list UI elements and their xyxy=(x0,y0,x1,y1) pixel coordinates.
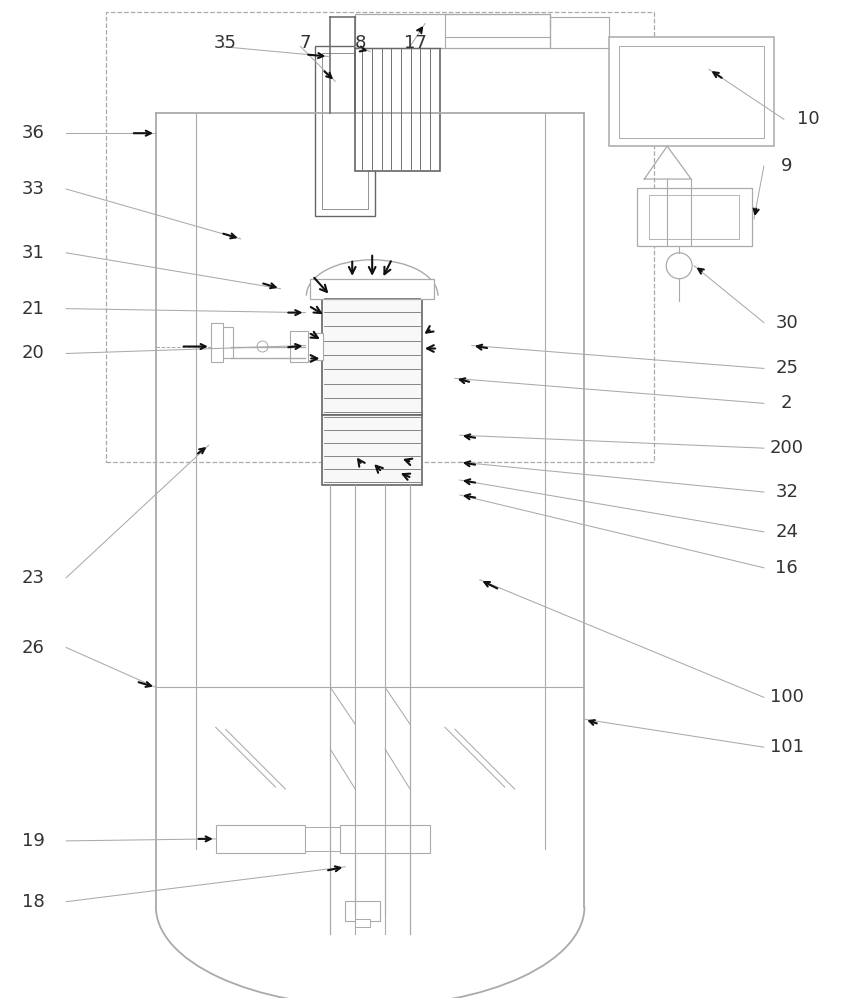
Bar xyxy=(315,46,375,216)
Bar xyxy=(355,919,371,927)
Text: 10: 10 xyxy=(797,110,820,128)
Text: 200: 200 xyxy=(770,439,804,457)
Bar xyxy=(216,825,305,853)
Bar xyxy=(221,327,233,358)
Text: 30: 30 xyxy=(775,314,798,332)
Text: 23: 23 xyxy=(22,569,45,587)
Text: 36: 36 xyxy=(22,124,45,142)
Text: 19: 19 xyxy=(22,832,45,850)
Text: 2: 2 xyxy=(781,394,792,412)
Bar xyxy=(310,279,434,299)
Bar xyxy=(291,331,309,362)
Text: 24: 24 xyxy=(775,523,798,541)
Bar xyxy=(211,323,223,362)
Bar xyxy=(609,37,774,146)
Text: 26: 26 xyxy=(22,639,45,657)
Text: 9: 9 xyxy=(781,157,792,175)
Text: 7: 7 xyxy=(300,34,311,52)
Text: 35: 35 xyxy=(214,34,237,52)
Text: 101: 101 xyxy=(770,738,804,756)
Bar xyxy=(340,825,430,853)
Text: 18: 18 xyxy=(22,893,45,911)
Text: 32: 32 xyxy=(775,483,798,501)
Bar xyxy=(649,195,739,239)
Text: 20: 20 xyxy=(22,344,45,362)
Text: 33: 33 xyxy=(22,180,45,198)
Bar xyxy=(638,188,752,246)
Bar xyxy=(355,14,550,48)
Bar xyxy=(620,46,764,138)
Bar xyxy=(345,901,380,921)
Bar xyxy=(322,53,368,209)
Text: 17: 17 xyxy=(404,34,427,52)
Text: 8: 8 xyxy=(354,34,366,52)
Text: 16: 16 xyxy=(775,559,798,577)
Text: 31: 31 xyxy=(22,244,45,262)
Text: 21: 21 xyxy=(22,300,45,318)
Bar xyxy=(322,415,422,485)
Text: 100: 100 xyxy=(770,688,804,706)
Bar xyxy=(355,46,440,171)
Bar xyxy=(322,296,422,415)
Bar xyxy=(305,827,340,851)
Text: 25: 25 xyxy=(775,359,798,377)
Bar xyxy=(305,333,323,360)
Bar xyxy=(106,12,654,462)
